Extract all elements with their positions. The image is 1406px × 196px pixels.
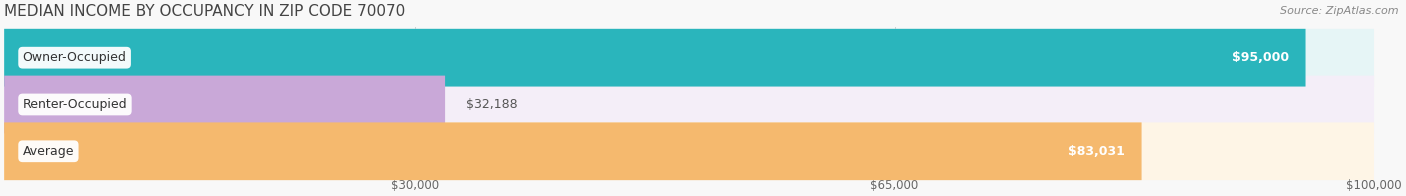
Text: Owner-Occupied: Owner-Occupied bbox=[22, 51, 127, 64]
Text: Renter-Occupied: Renter-Occupied bbox=[22, 98, 128, 111]
Text: $32,188: $32,188 bbox=[465, 98, 517, 111]
Text: Average: Average bbox=[22, 145, 75, 158]
FancyBboxPatch shape bbox=[4, 76, 446, 133]
Text: $95,000: $95,000 bbox=[1232, 51, 1289, 64]
FancyBboxPatch shape bbox=[4, 122, 1374, 180]
FancyBboxPatch shape bbox=[4, 122, 1142, 180]
FancyBboxPatch shape bbox=[4, 29, 1374, 87]
Text: MEDIAN INCOME BY OCCUPANCY IN ZIP CODE 70070: MEDIAN INCOME BY OCCUPANCY IN ZIP CODE 7… bbox=[4, 4, 405, 19]
Text: $83,031: $83,031 bbox=[1069, 145, 1125, 158]
FancyBboxPatch shape bbox=[4, 29, 1306, 87]
FancyBboxPatch shape bbox=[4, 76, 1374, 133]
Text: Source: ZipAtlas.com: Source: ZipAtlas.com bbox=[1281, 6, 1399, 16]
